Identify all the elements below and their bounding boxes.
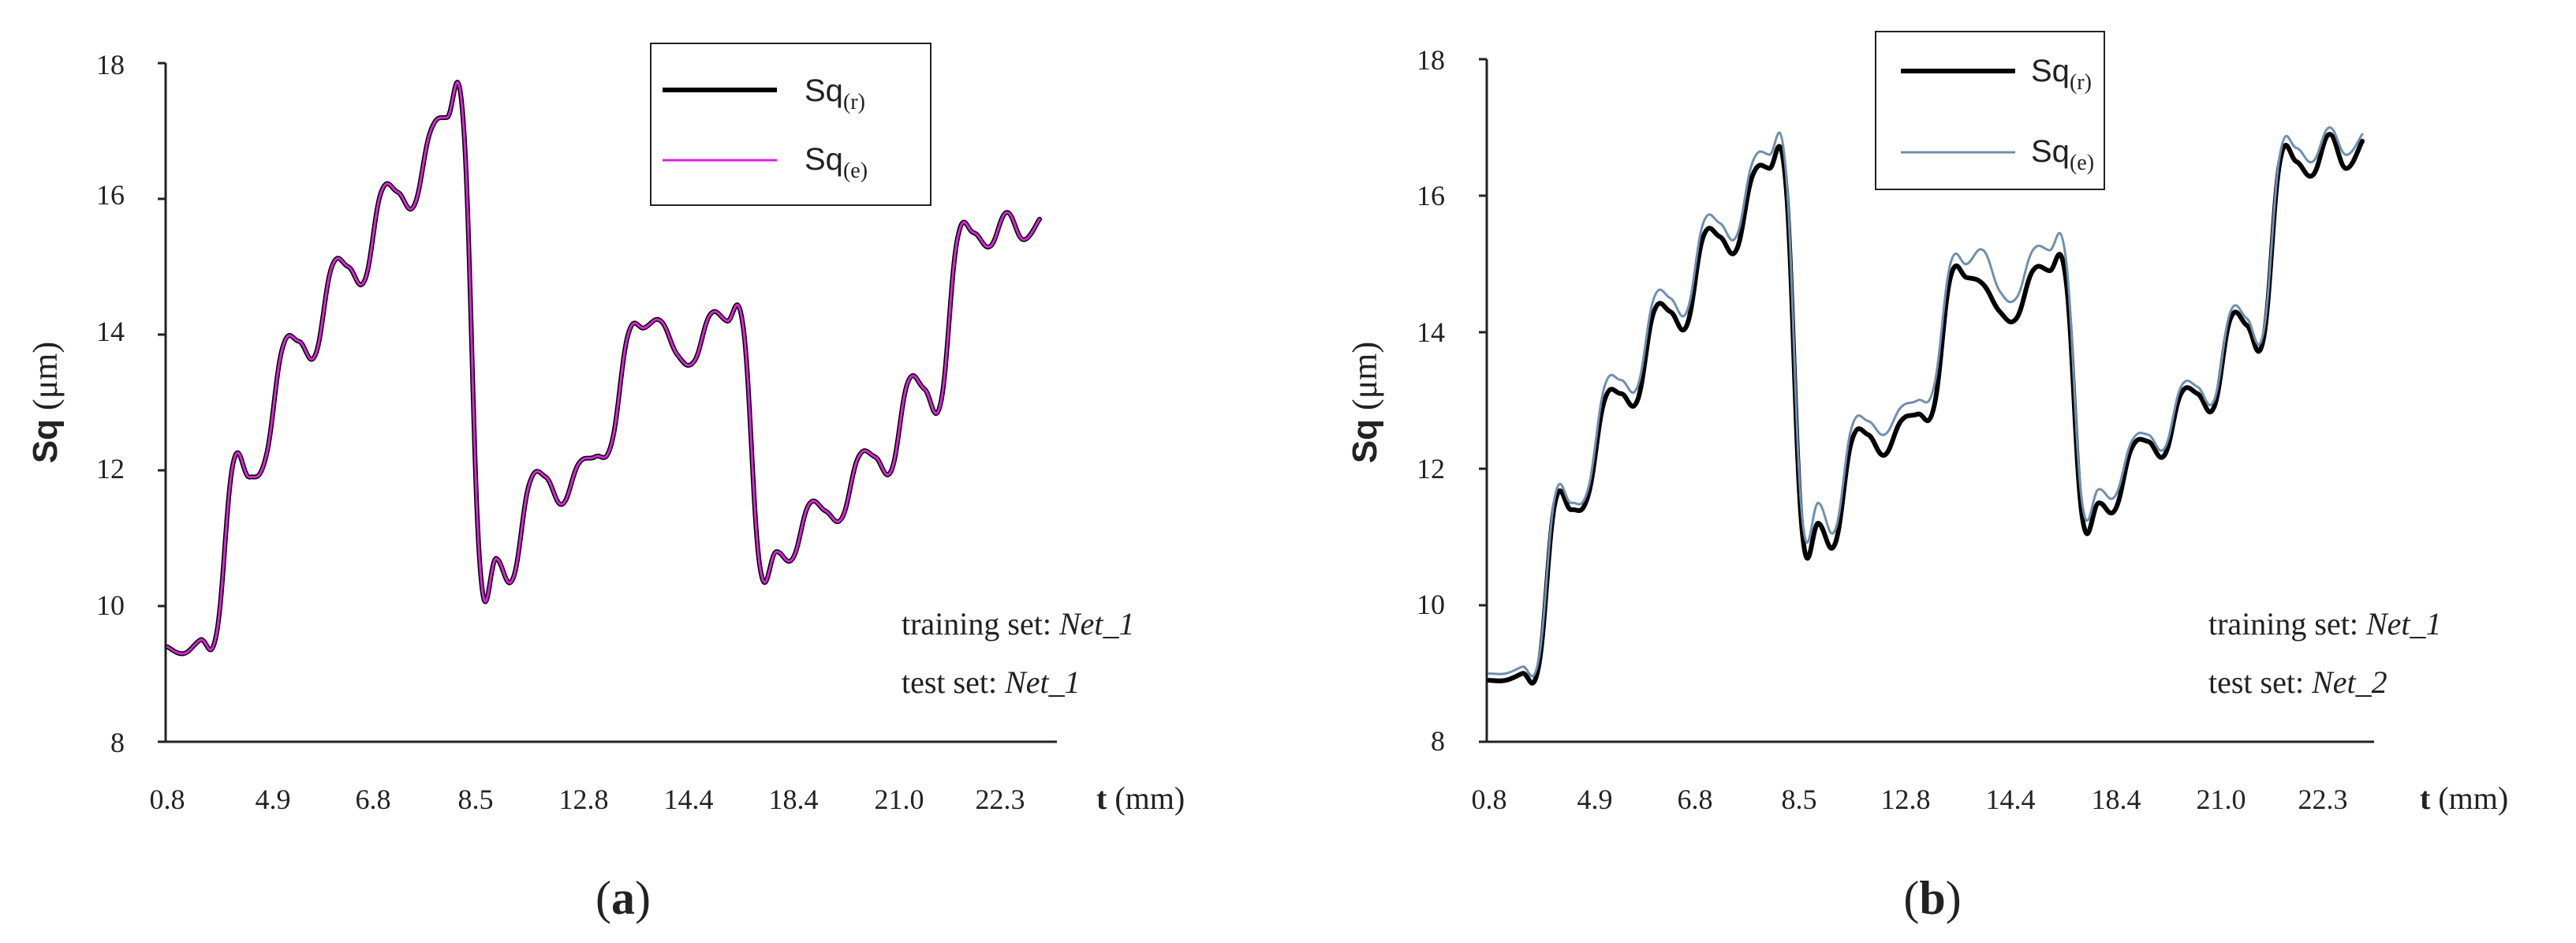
x-tick-label: 18.4 (769, 784, 819, 815)
axes (158, 62, 1057, 743)
y-tick-label: 18 (1417, 44, 1445, 76)
y-tick-label: 14 (96, 316, 125, 347)
y-tick-label: 8 (1431, 725, 1445, 757)
legend-label-sq-r: Sq(r) (805, 73, 865, 114)
x-tick-label: 0.8 (150, 784, 185, 815)
x-tick-label: 14.4 (1986, 784, 2036, 815)
y-tick-label: 12 (96, 453, 125, 485)
x-tick-label: 6.8 (356, 784, 391, 815)
plot-series (1487, 126, 2365, 686)
y-tick-label: 10 (1417, 589, 1445, 620)
x-tick-label: 22.3 (976, 784, 1025, 815)
y-tick-labels: 8 10 12 14 16 18 (1417, 44, 1445, 757)
legend-label-sq-r: Sq(r) (2031, 54, 2092, 95)
training-set-note: training set: Net_1 (2208, 606, 2442, 642)
training-set-note: training set: Net_1 (902, 606, 1135, 642)
y-tick-label: 8 (110, 727, 125, 758)
legend-label-sq-e: Sq(e) (2031, 134, 2094, 175)
plot-series (165, 80, 1042, 657)
x-tick-label: 4.9 (256, 784, 291, 815)
series-line-sq-e (1488, 126, 2364, 678)
x-tick-label: 0.8 (1472, 784, 1507, 815)
panel-label: (a) (595, 872, 651, 924)
x-tick-label: 12.8 (559, 784, 609, 815)
y-tick-label: 16 (96, 179, 125, 211)
test-set-note: test set: Net_1 (902, 664, 1081, 700)
annotation: training set: Net_1 test set: Net_2 (2208, 606, 2442, 700)
legend-box (1875, 31, 2105, 190)
x-axis-label: t (mm) (1096, 780, 1185, 816)
legend: Sq(r) Sq(e) (650, 43, 931, 206)
x-tick-label: 22.3 (2298, 784, 2348, 815)
y-tick-label: 18 (96, 49, 125, 80)
x-axis-label: t (mm) (2420, 780, 2508, 816)
x-tick-label: 21.0 (875, 784, 924, 815)
y-tick-label: 10 (96, 589, 125, 621)
x-tick-label: 14.4 (664, 784, 714, 815)
annotation: training set: Net_1 test set: Net_1 (902, 606, 1135, 700)
legend-box (650, 43, 931, 206)
y-tick-label: 12 (1417, 453, 1445, 485)
x-tick-label: 12.8 (1881, 784, 1931, 815)
panel-label: (b) (1903, 872, 1961, 924)
y-tick-label: 16 (1417, 180, 1445, 211)
legend-label-sq-e: Sq(e) (805, 142, 868, 183)
y-tick-label: 14 (1417, 316, 1445, 348)
series-line-sq-r (1487, 132, 2365, 686)
test-set-note: test set: Net_2 (2208, 664, 2387, 700)
x-tick-label: 21.0 (2197, 784, 2246, 815)
y-tick-labels: 8 10 12 14 16 18 (96, 49, 125, 758)
axes (1479, 58, 2374, 743)
series-line-sq-e (166, 80, 1041, 655)
legend: Sq(r) Sq(e) (1875, 31, 2105, 190)
x-tick-label: 8.5 (458, 784, 494, 815)
x-tick-label: 4.9 (1577, 784, 1613, 815)
chart-panel-a: 8 10 12 14 16 18 Sq (μm) 0.8 4.9 6.8 8.5… (26, 43, 1185, 924)
x-tick-labels: 0.8 4.9 6.8 8.5 12.8 14.4 18.4 21.0 22.3 (150, 784, 1025, 815)
x-tick-label: 8.5 (1782, 784, 1817, 815)
x-tick-labels: 0.8 4.9 6.8 8.5 12.8 14.4 18.4 21.0 22.3 (1472, 784, 2348, 815)
y-axis-label: Sq (μm) (26, 342, 65, 463)
chart-panel-b: 8 10 12 14 16 18 Sq (μm) 0.8 4.9 6.8 8.5… (1346, 31, 2508, 924)
x-tick-label: 18.4 (2092, 784, 2141, 815)
y-axis-label: Sq (μm) (1346, 342, 1384, 463)
x-tick-label: 6.8 (1678, 784, 1713, 815)
